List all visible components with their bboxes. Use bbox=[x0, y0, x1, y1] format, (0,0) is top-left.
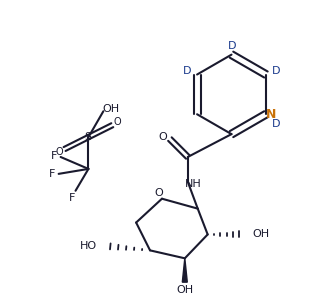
Text: NH: NH bbox=[184, 179, 201, 189]
Text: O: O bbox=[158, 132, 167, 142]
Text: F: F bbox=[48, 169, 55, 179]
Text: D: D bbox=[272, 119, 280, 129]
Text: OH: OH bbox=[252, 229, 270, 239]
Text: F: F bbox=[69, 193, 76, 203]
Text: OH: OH bbox=[103, 104, 120, 114]
Text: D: D bbox=[228, 41, 237, 51]
Text: O: O bbox=[56, 147, 63, 157]
Text: O: O bbox=[155, 188, 163, 198]
Text: D: D bbox=[272, 65, 280, 75]
Text: HO: HO bbox=[80, 242, 97, 251]
Polygon shape bbox=[182, 258, 187, 282]
Text: S: S bbox=[84, 132, 91, 142]
Text: O: O bbox=[114, 117, 121, 127]
Text: OH: OH bbox=[176, 285, 193, 295]
Text: F: F bbox=[51, 151, 57, 161]
Text: N: N bbox=[266, 108, 276, 121]
Text: D: D bbox=[183, 65, 191, 75]
